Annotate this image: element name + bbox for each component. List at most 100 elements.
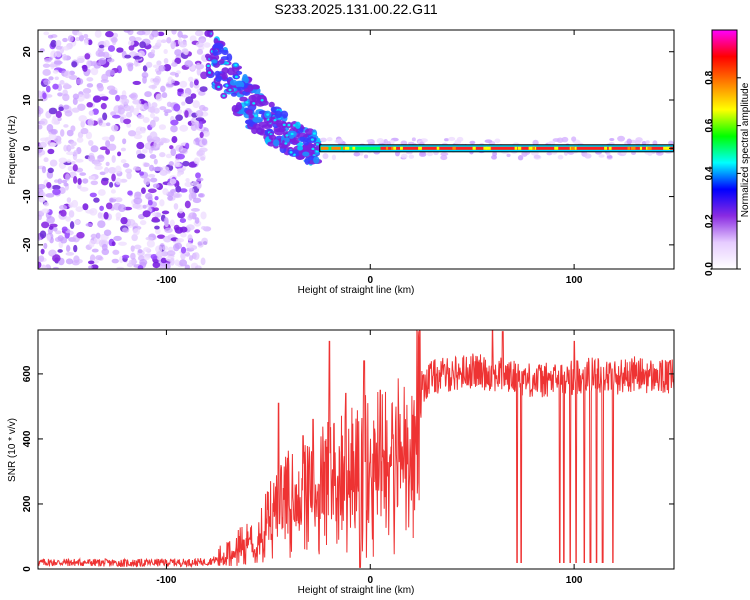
spectrogram-noise-blob	[46, 216, 55, 224]
spectrogram-noise-blob	[192, 252, 200, 260]
spectrogram-noise-blob	[79, 186, 89, 192]
spectrogram-noise-blob	[181, 101, 186, 106]
spectrogram-noise-blob	[159, 170, 168, 176]
spectrogram-noise-blob	[127, 40, 135, 46]
carrier-line-fleck	[485, 146, 491, 150]
spectrogram-noise-blob	[182, 160, 190, 167]
spectrogram-noise-blob	[105, 148, 111, 155]
spectrogram-signal-blob	[229, 79, 238, 86]
spectrogram-signal-core	[287, 123, 291, 127]
spectrogram-noise-blob	[86, 60, 92, 69]
spectrogram-noise-blob	[175, 238, 185, 243]
spectrogram-noise-blob	[90, 145, 99, 153]
spectrogram-noise-blob	[132, 80, 142, 85]
spectrogram-noise-blob	[87, 118, 95, 127]
spectrogram-noise-blob	[145, 236, 154, 241]
spectrogram-noise-blob	[52, 188, 61, 196]
spectrogram-noise-blob	[93, 237, 101, 245]
spectrogram-noise-blob	[107, 167, 117, 174]
spectrogram-noise-blob	[40, 197, 46, 203]
spectrogram-noise-blob	[176, 153, 185, 160]
spectrogram-noise-blob	[132, 167, 142, 171]
spectrogram-noise-blob	[174, 57, 182, 65]
carrier-line-fleck	[528, 146, 532, 150]
spectrogram-noise-blob	[84, 53, 91, 60]
spectrogram-noise-blob	[98, 189, 106, 196]
spectrogram-noise-blob	[48, 225, 54, 230]
spectrogram-signal-core	[245, 101, 249, 104]
spectrogram-y-tick-label: 20	[22, 46, 33, 58]
spectrogram-noise-blob	[161, 92, 168, 99]
spectrogram-noise-blob	[103, 229, 112, 236]
spectrogram-signal-blob	[214, 70, 221, 77]
spectrogram-frame	[37, 29, 675, 270]
spectrogram-noise-blob	[127, 190, 133, 196]
spectrogram-noise-blob	[48, 132, 57, 140]
spectrogram-noise-blob	[153, 158, 158, 165]
carrier-halo-blob	[626, 138, 632, 145]
spectrogram-noise-blob	[47, 34, 54, 39]
spectrogram-noise-blob	[122, 227, 128, 233]
carrier-halo-blob	[517, 155, 524, 161]
carrier-halo-blob	[363, 154, 369, 159]
spectrogram-noise-blob	[82, 87, 92, 94]
spectrogram-noise-blob	[159, 199, 165, 207]
spectrogram-noise-blob	[178, 259, 188, 267]
spectrogram-noise-blob	[185, 96, 194, 105]
spectrogram-noise-blob	[161, 210, 170, 215]
spectrogram-noise-blob	[147, 188, 157, 194]
spectrogram-noise-blob	[163, 235, 172, 243]
spectrogram-noise-blob	[76, 137, 84, 143]
spectrogram-noise-blob	[106, 58, 115, 63]
spectrogram-noise-blob	[138, 50, 145, 58]
spectrogram-noise-blob	[94, 165, 103, 171]
spectrogram-signal-blob	[230, 92, 237, 97]
colorbar-tick-label: 0.4	[704, 166, 715, 180]
colorbar-tick-label: 0.0	[704, 262, 715, 276]
spectrogram-noise-blob	[132, 228, 140, 236]
carrier-halo-blob	[606, 151, 611, 156]
spectrogram-noise-blob	[70, 125, 76, 132]
spectrogram-noise-blob	[145, 61, 153, 68]
spectrogram-noise-blob	[142, 148, 148, 154]
carrier-halo-blob	[366, 139, 373, 143]
spectrogram-y-tick-label: -10	[22, 189, 33, 204]
spectrogram-noise-blob	[177, 88, 184, 93]
spectrogram-noise-blob	[174, 259, 180, 266]
carrier-line-fleck	[323, 146, 329, 150]
colorbar-tick-label: 0.6	[704, 118, 715, 132]
carrier-halo-blob	[557, 154, 564, 160]
spectrogram-noise-blob	[126, 219, 136, 226]
snr-y-ticks: 0 200 400 600	[22, 365, 674, 572]
spectrogram-signal-core	[311, 147, 315, 151]
spectrogram-noise-blob	[55, 50, 62, 58]
spectrogram-signal-core	[252, 102, 256, 105]
carrier-halo-blob	[418, 151, 427, 157]
spectrogram-noise-blob	[189, 81, 194, 89]
spectrogram-noise-blob	[123, 105, 131, 112]
spectrogram-noise-blob	[43, 79, 51, 86]
spectrogram-noise-blob	[122, 138, 127, 145]
spectrogram-noise-blob	[86, 83, 94, 88]
carrier-line-fleck	[385, 146, 389, 150]
spectrogram-noise-blob	[136, 141, 145, 150]
spectrogram-noise-blob	[178, 208, 184, 214]
carrier-halo-blob	[532, 139, 539, 146]
spectrogram-noise-blob	[89, 192, 97, 198]
spectrogram-noise-blob	[143, 247, 151, 252]
spectrogram-noise-blob	[128, 35, 136, 42]
spectrogram-noise-blob	[125, 111, 133, 118]
spectrogram-noise-blob	[135, 126, 145, 134]
spectrogram-noise-blob	[57, 235, 64, 242]
spectrogram-noise-blob	[115, 197, 123, 203]
spectrogram-noise-blob	[174, 73, 179, 78]
spectrogram-noise-blob	[173, 203, 179, 210]
spectrogram-noise-blob	[193, 157, 200, 165]
spectrogram-noise-blob	[111, 258, 119, 264]
spectrogram-signal-core	[234, 63, 238, 67]
spectrogram-noise-blob	[39, 141, 47, 148]
snr-x-ticks: -100 0 100	[156, 330, 583, 586]
spectrogram-noise-blob	[94, 30, 102, 38]
spectrogram-y-ticks: -20 -10 0 10 20	[22, 46, 674, 252]
spectrogram-noise-blob	[98, 44, 105, 49]
